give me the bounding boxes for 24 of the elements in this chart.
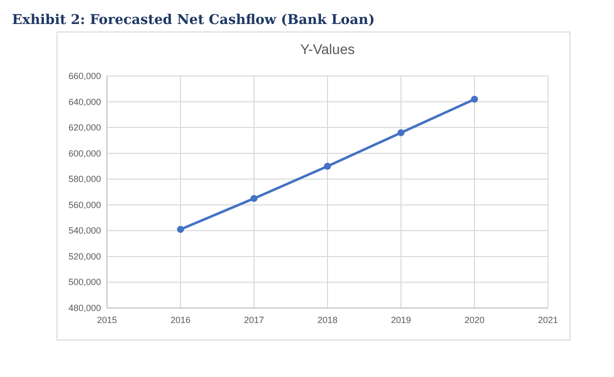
x-tick-label: 2021	[538, 315, 558, 325]
y-tick-label: 660,000	[68, 71, 101, 81]
point	[250, 194, 258, 202]
point	[177, 226, 184, 233]
y-tick-label: 500,000	[68, 277, 101, 288]
y-tick-label: 520,000	[68, 251, 101, 262]
x-tick-label: 2018	[317, 315, 338, 325]
y-tick-label: 620,000	[68, 122, 101, 133]
y-tick-label: 580,000	[68, 174, 101, 184]
chart-subtitle: Y-Values	[300, 41, 355, 57]
point	[471, 96, 478, 103]
y-tick-label: 640,000	[68, 96, 101, 107]
x-tick-label: 2019	[390, 315, 412, 325]
y-tick-label: 600,000	[68, 148, 101, 158]
chart-title: Exhibit 2: Forecasted Net Cashflow (Bank Loan)	[12, 12, 375, 28]
x-tick-label: 2015	[96, 315, 118, 325]
x-tick-label: 2020	[464, 315, 485, 325]
y-tick-label: 480,000	[68, 303, 101, 313]
x-tick-label: 2017	[244, 315, 264, 325]
y-tick-label: 560,000	[68, 200, 101, 210]
point	[324, 162, 331, 170]
x-tick-label: 2016	[170, 315, 191, 325]
point	[398, 129, 404, 136]
y-tick-label: 540,000	[68, 226, 101, 236]
